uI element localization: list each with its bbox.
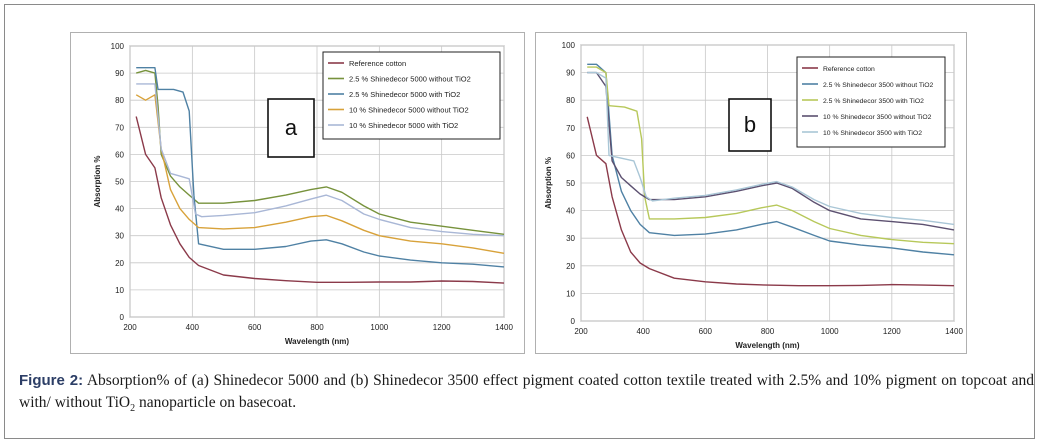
panel-label-box [267,98,315,158]
y-tick-label: 0 [120,313,125,322]
x-tick-label: 1200 [433,323,451,332]
series-line-1 [586,116,955,287]
y-axis-label: Absorption % [93,156,102,208]
figure-label: Figure 2: [19,372,84,389]
x-tick-label: 600 [699,327,713,336]
y-tick-label: 90 [115,69,124,78]
x-tick-label: 1400 [495,323,513,332]
x-tick-label: 1400 [945,327,963,336]
series-line-3 [587,66,955,245]
legend-entry: 2.5 % Shinedecor 5000 with TiO2 [349,90,460,99]
caption-subscript: 2 [130,403,136,415]
y-tick-label: 60 [115,150,124,159]
y-tick-label: 80 [566,96,575,105]
series-line-2 [587,63,955,256]
series-line-4 [587,71,955,231]
panel-label: a [285,115,298,140]
y-tick-label: 100 [562,41,576,50]
y-axis-label: Absorption % [544,157,553,209]
x-tick-label: 1000 [821,327,839,336]
x-axis-label: Wavelength (nm) [285,337,349,346]
x-tick-label: 1200 [883,327,901,336]
y-tick-label: 50 [115,178,124,187]
y-tick-label: 10 [566,289,575,298]
x-tick-label: 600 [248,323,262,332]
figure-caption: Figure 2: Absorption% of (a) Shinedecor … [19,370,1034,420]
x-tick-label: 800 [310,323,324,332]
series-line-5 [136,83,505,237]
legend-entry: 10 % Shinedecor 5000 with TiO2 [349,121,458,130]
caption-text-end: nanoparticle on basecoat. [135,394,297,411]
chart-a-svg: 0 10 20 30 40 50 60 70 80 90 100 200 400 600 800 1000 12… [93,42,513,346]
legend-entry: 10 % Shinedecor 3500 with TiO2 [823,130,922,137]
x-tick-label: 400 [186,323,200,332]
x-tick-label: 400 [636,327,650,336]
x-axis-label: Wavelength (nm) [735,341,799,350]
y-tick-label: 70 [115,123,124,132]
legend-box [322,51,501,140]
y-tick-label: 40 [566,207,575,216]
panel-label-box [728,98,772,152]
series-line-4 [135,94,505,254]
legend-entry: 10 % Shinedecor 3500 without TiO2 [823,114,932,121]
chart-panel-a: 0 10 20 30 40 50 60 70 80 90 100 200 400 600 800 1000 12… [70,32,525,354]
y-tick-label: 60 [566,151,575,160]
y-tick-label: 20 [115,259,124,268]
caption-text: Absorption% of (a) Shinedecor 5000 and (… [19,372,1035,411]
x-tick-label: 200 [574,327,588,336]
y-tick-label: 0 [571,317,576,326]
legend-entry: 2.5 % Shinedecor 3500 without TiO2 [823,82,934,89]
y-tick-label: 20 [566,262,575,271]
figure-frame: 0 10 20 30 40 50 60 70 80 90 100 200 400 600 800 1000 12… [4,4,1035,439]
legend-entry: 2.5 % Shinedecor 5000 without TiO2 [349,75,471,84]
legend-entry: 2.5 % Shinedecor 3500 with TiO2 [823,98,924,105]
legend-entry: 10 % Shinedecor 5000 without TiO2 [349,106,469,115]
chart-b-svg: 0 10 20 30 40 50 60 70 80 90 100 200 400 600 800 1000 12… [544,41,963,350]
y-tick-label: 10 [115,286,124,295]
y-tick-label: 100 [111,42,125,51]
legend-entry: Reference cotton [349,59,406,68]
series-line-1 [135,116,505,284]
series-line-3 [136,67,505,268]
chart-panel-b: 0 10 20 30 40 50 60 70 80 90 100 200 400 600 800 1000 12… [535,32,967,354]
y-tick-label: 30 [566,234,575,243]
x-tick-label: 200 [123,323,137,332]
y-tick-label: 50 [566,179,575,188]
y-tick-label: 30 [115,232,124,241]
series-line-5 [587,71,955,226]
y-tick-label: 80 [115,96,124,105]
x-tick-label: 800 [761,327,775,336]
legend-box [796,56,946,148]
x-tick-label: 1000 [370,323,388,332]
y-tick-label: 70 [566,124,575,133]
legend-entry: Reference cotton [823,66,875,73]
y-tick-label: 40 [115,205,124,214]
panel-label: b [744,112,756,137]
y-tick-label: 90 [566,69,575,78]
